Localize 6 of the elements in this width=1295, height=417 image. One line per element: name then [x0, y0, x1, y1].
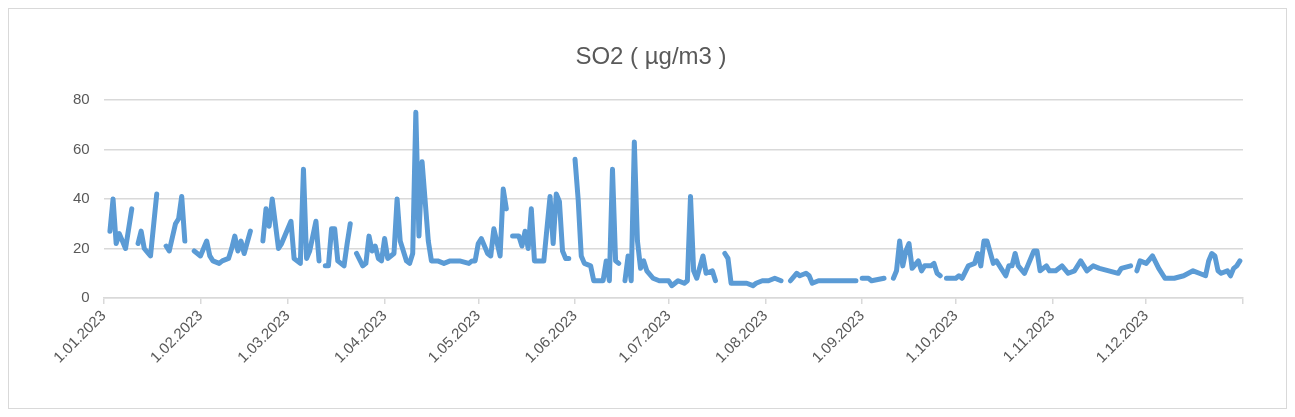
y-tick-label: 40	[73, 189, 90, 207]
chart-title: SO2 ( µg/m3 )	[575, 42, 727, 70]
y-tick-label: 60	[73, 139, 90, 157]
y-tick-label: 80	[73, 89, 90, 107]
y-tick-label: 20	[73, 238, 90, 256]
y-tick-label: 0	[81, 288, 90, 306]
